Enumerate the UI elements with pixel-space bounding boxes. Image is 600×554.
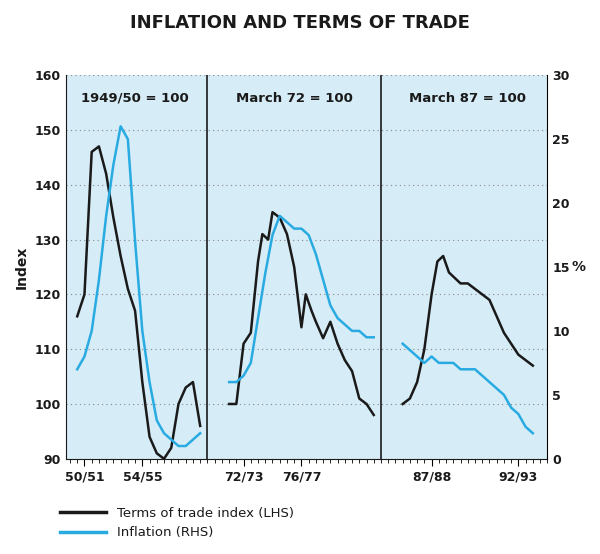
Text: INFLATION AND TERMS OF TRADE: INFLATION AND TERMS OF TRADE [130, 14, 470, 32]
Y-axis label: Index: Index [15, 245, 29, 289]
Text: 1949/50 = 100: 1949/50 = 100 [81, 91, 189, 105]
Text: March 72 = 100: March 72 = 100 [236, 91, 353, 105]
Text: March 87 = 100: March 87 = 100 [409, 91, 526, 105]
Y-axis label: %: % [571, 260, 585, 274]
Legend: Terms of trade index (LHS), Inflation (RHS): Terms of trade index (LHS), Inflation (R… [55, 501, 299, 545]
